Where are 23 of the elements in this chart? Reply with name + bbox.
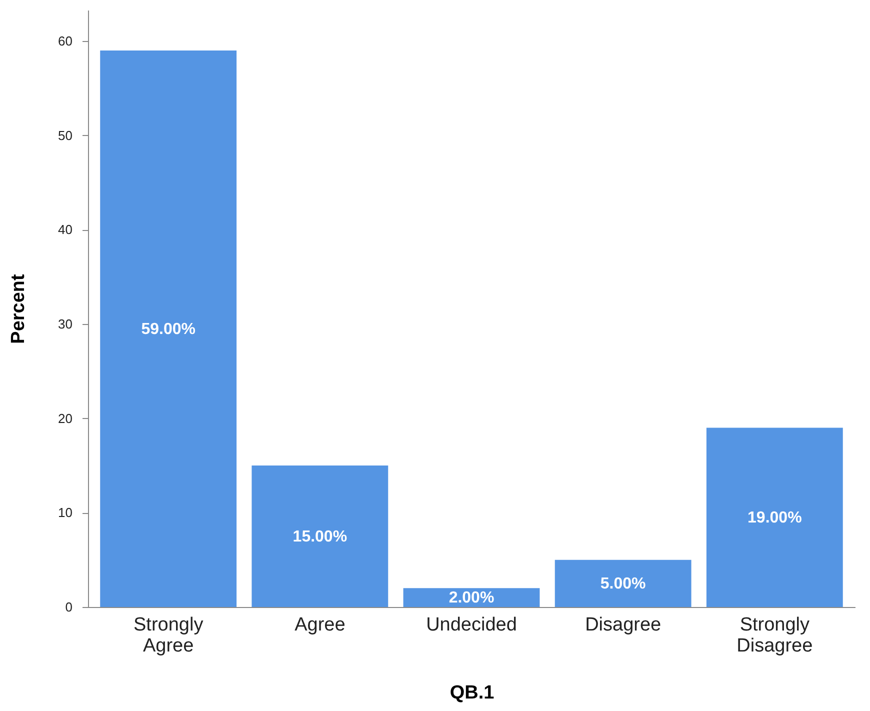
y-tick-label: 0 — [65, 600, 72, 614]
y-tick-label: 60 — [58, 34, 72, 49]
bar — [706, 428, 843, 607]
data-label: 59.00% — [141, 320, 196, 338]
bar — [554, 560, 692, 607]
bar — [252, 466, 388, 607]
y-tick-label: 20 — [58, 410, 72, 426]
data-label: 19.00% — [748, 509, 802, 526]
x-tick-label: Strongly Disagree — [736, 614, 813, 656]
y-tick-label: 50 — [58, 128, 72, 143]
x-tick-label: Agree — [294, 614, 346, 636]
x-tick-label: Disagree — [585, 614, 662, 636]
data-label: 2.00% — [448, 590, 494, 607]
x-tick-label: Undecided — [426, 614, 517, 636]
data-label: 5.00% — [600, 575, 646, 592]
bar — [100, 50, 237, 607]
data-label: 15.00% — [292, 528, 348, 546]
y-tick-label: 10 — [58, 505, 72, 520]
x-axis-title: QB.1 — [450, 682, 495, 704]
y-axis-title: Percent — [8, 273, 30, 344]
y-tick-label: 40 — [58, 222, 72, 238]
y-tick-label: 30 — [58, 316, 72, 332]
x-tick-label: Strongly Agree — [133, 614, 204, 656]
